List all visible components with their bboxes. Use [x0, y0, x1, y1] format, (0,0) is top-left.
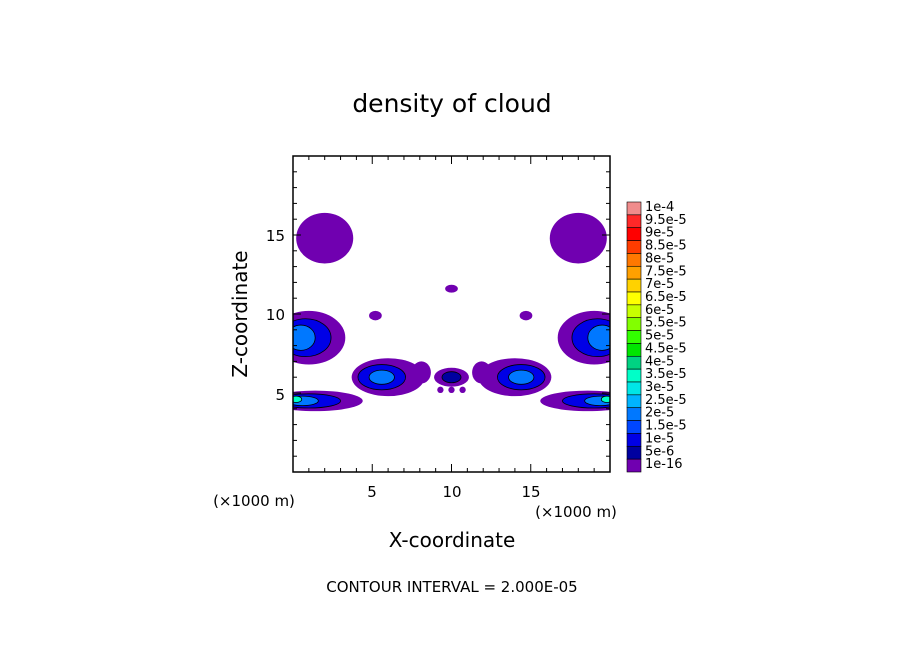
contour-blob-22 [448, 386, 455, 393]
x-tick-label-15: 15 [521, 483, 540, 501]
colorbar-label-12: 4e-5 [645, 354, 674, 369]
y-unit-label: (×1000 m) [213, 492, 295, 510]
colorbar-label-14: 3e-5 [645, 380, 674, 395]
colorbar-label-20: 1e-16 [645, 457, 683, 472]
contour-blob-18 [441, 371, 462, 384]
colorbar-label-3: 8.5e-5 [645, 239, 687, 254]
colorbar-label-13: 3.5e-5 [645, 367, 687, 382]
colorbar-label-11: 4.5e-5 [645, 341, 687, 356]
colorbar-swatch-12 [626, 355, 642, 370]
colorbar-swatch-19 [626, 445, 642, 460]
contour-blob-19 [411, 361, 431, 384]
y-tick-label-15: 15 [266, 227, 285, 245]
contour-blob-16 [508, 369, 535, 385]
colorbar-swatch-17 [626, 420, 642, 434]
y-tick-label-5: 5 [275, 386, 285, 404]
contour-blob-26 [293, 395, 319, 407]
colorbar-label-5: 7.5e-5 [645, 264, 687, 279]
colorbar-swatch-2 [626, 227, 642, 241]
contour-blob-27 [293, 395, 303, 403]
colorbar-swatch-18 [626, 433, 642, 447]
contour-blob-1 [549, 212, 607, 264]
contour-blob-10 [587, 324, 610, 351]
contour-blob-21 [437, 386, 444, 393]
colorbar-swatch-1 [626, 214, 642, 229]
contour-blob-3 [369, 310, 382, 321]
x-unit-label: (×1000 m) [535, 503, 617, 521]
chart-title: density of cloud [352, 89, 551, 118]
colorbar-swatch-7 [626, 291, 642, 306]
axis-ticks [293, 156, 610, 472]
colorbar-swatch-16 [626, 407, 642, 421]
colorbar-label-4: 8e-5 [645, 251, 674, 266]
contour-blob-0 [296, 212, 354, 264]
colorbar-swatch-10 [626, 330, 642, 344]
x-tick-label-10: 10 [442, 483, 461, 501]
colorbar-swatch-5 [626, 265, 642, 280]
contour-blob-7 [293, 324, 316, 351]
colorbar-swatch-4 [626, 253, 642, 267]
colorbar-label-1: 9.5e-5 [645, 213, 687, 228]
contour-blob-4 [519, 310, 533, 321]
colorbar-label-2: 9e-5 [645, 226, 674, 241]
colorbar-swatch-0 [626, 201, 642, 216]
contour-blob-20 [472, 361, 492, 384]
plot-frame [292, 155, 611, 473]
colorbar-label-9: 5.5e-5 [645, 316, 687, 331]
colorbar-label-0: 1e-4 [645, 200, 674, 215]
colorbar-label-7: 6.5e-5 [645, 290, 687, 305]
x-tick-label-5: 5 [367, 483, 377, 501]
contour-blob-31 [600, 395, 610, 403]
contour-fill-layer [293, 212, 610, 412]
colorbar-swatch-3 [626, 240, 642, 254]
x-axis-label: X-coordinate [389, 528, 516, 552]
y-axis-label: Z-coordinate [228, 250, 252, 377]
colorbar: 1e-49.5e-59e-58.5e-58e-57.5e-57e-56.5e-5… [626, 200, 687, 473]
colorbar-swatch-8 [626, 304, 642, 319]
colorbar-swatch-20 [626, 458, 642, 473]
colorbar-label-19: 5e-6 [645, 444, 674, 459]
colorbar-swatch-15 [626, 394, 642, 409]
colorbar-label-8: 6e-5 [645, 303, 674, 318]
contour-blob-2 [445, 284, 458, 293]
contour-interval-footer: CONTOUR INTERVAL = 2.000E-05 [326, 578, 577, 596]
colorbar-label-17: 1.5e-5 [645, 419, 687, 434]
colorbar-label-18: 1e-5 [645, 431, 674, 446]
contour-blob-13 [368, 369, 395, 385]
colorbar-label-10: 5e-5 [645, 329, 674, 344]
colorbar-swatch-11 [626, 343, 642, 357]
colorbar-swatch-13 [626, 368, 642, 383]
y-tick-label-10: 10 [266, 306, 285, 324]
colorbar-swatch-14 [626, 381, 642, 396]
colorbar-swatch-6 [626, 278, 642, 293]
colorbar-label-16: 2e-5 [645, 406, 674, 421]
contour-blob-30 [584, 395, 610, 407]
colorbar-swatch-9 [626, 317, 642, 331]
contour-blob-23 [459, 386, 466, 393]
colorbar-label-6: 7e-5 [645, 277, 674, 292]
colorbar-label-15: 2.5e-5 [645, 393, 687, 408]
